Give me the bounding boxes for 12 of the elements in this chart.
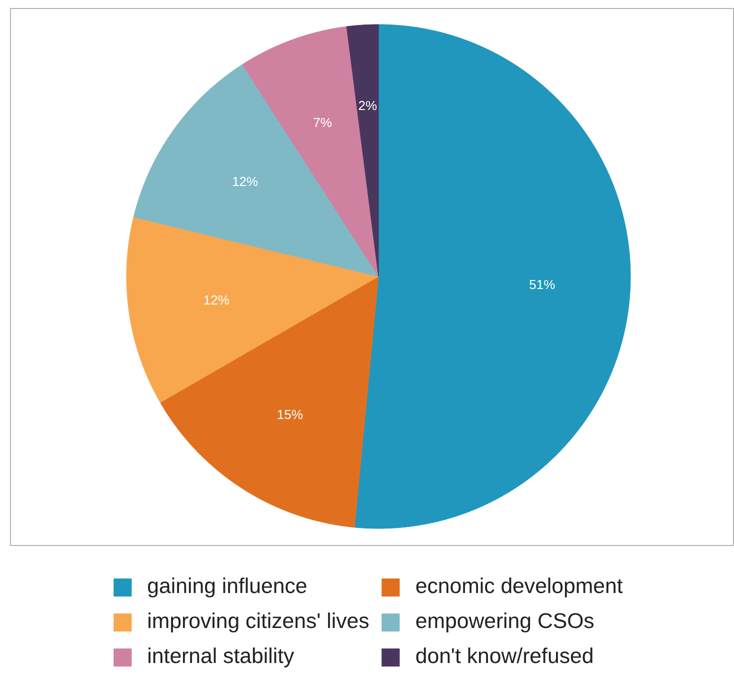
- data-label: 51%: [529, 276, 556, 292]
- data-label: 12%: [232, 174, 259, 189]
- legend-label: ecnomic development: [415, 574, 623, 599]
- legend-label: gaining influence: [147, 574, 308, 599]
- legend-label: empowering CSOs: [415, 609, 594, 634]
- data-label: 7%: [313, 115, 332, 130]
- legend-label: improving citizens' lives: [147, 609, 370, 634]
- data-label: 15%: [276, 406, 304, 422]
- legend-label: don't know/refused: [415, 644, 594, 669]
- data-label: 2%: [358, 98, 378, 113]
- data-label: 12%: [203, 292, 230, 308]
- legend-label: internal stability: [147, 644, 294, 669]
